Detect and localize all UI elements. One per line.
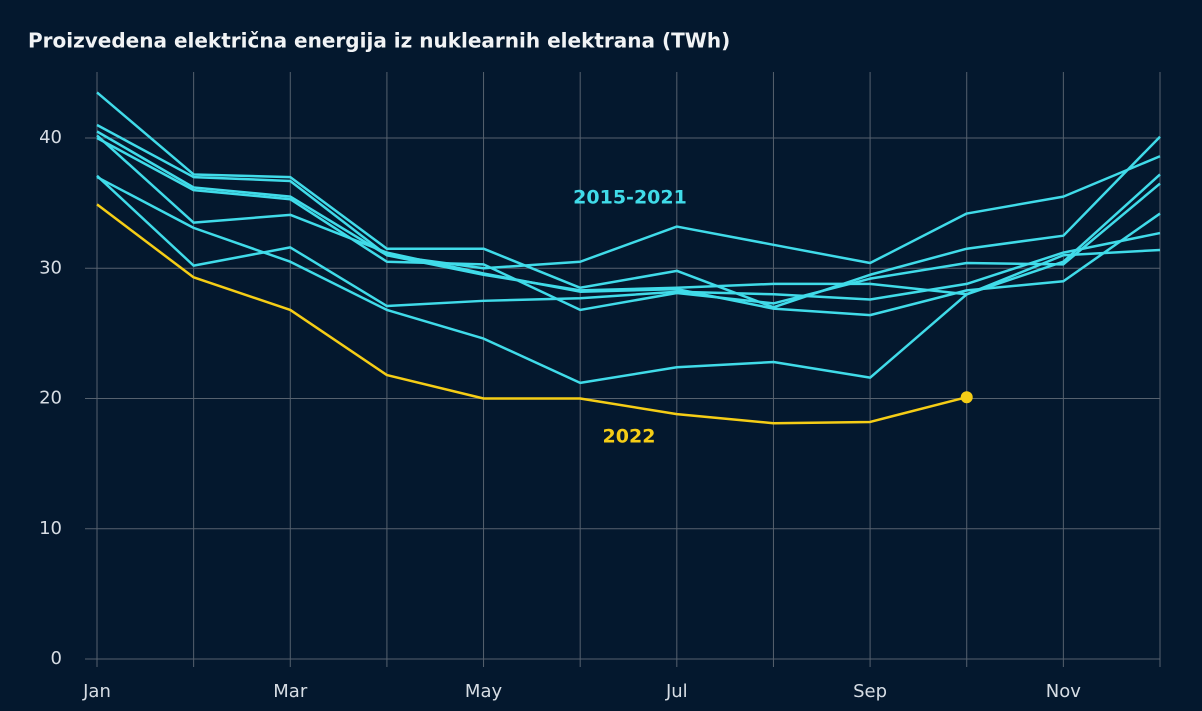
y-tick-label: 10 — [39, 518, 62, 539]
end-point — [960, 391, 973, 404]
series-line — [96, 123, 1161, 270]
x-tick-label: Jul — [665, 681, 688, 702]
x-tick-label: Mar — [273, 681, 308, 702]
x-tick-label: Nov — [1046, 681, 1081, 702]
x-tick-label: Sep — [853, 681, 887, 702]
series-line — [96, 175, 1161, 385]
series-line — [96, 203, 968, 425]
x-tick-label: May — [465, 681, 503, 702]
y-tick-label: 30 — [39, 257, 62, 278]
series-line — [96, 136, 1161, 312]
series-line — [96, 174, 1161, 308]
y-tick-label: 0 — [51, 648, 62, 669]
annotation: 2015-2021 — [573, 187, 687, 209]
annotation: 2022 — [603, 426, 656, 448]
chart-title: Proizvedena električna energija iz nukle… — [28, 29, 730, 53]
x-tick-label: Jan — [82, 681, 111, 702]
y-tick-label: 20 — [39, 388, 62, 409]
series-line — [96, 91, 1161, 309]
y-tick-label: 40 — [39, 127, 62, 148]
